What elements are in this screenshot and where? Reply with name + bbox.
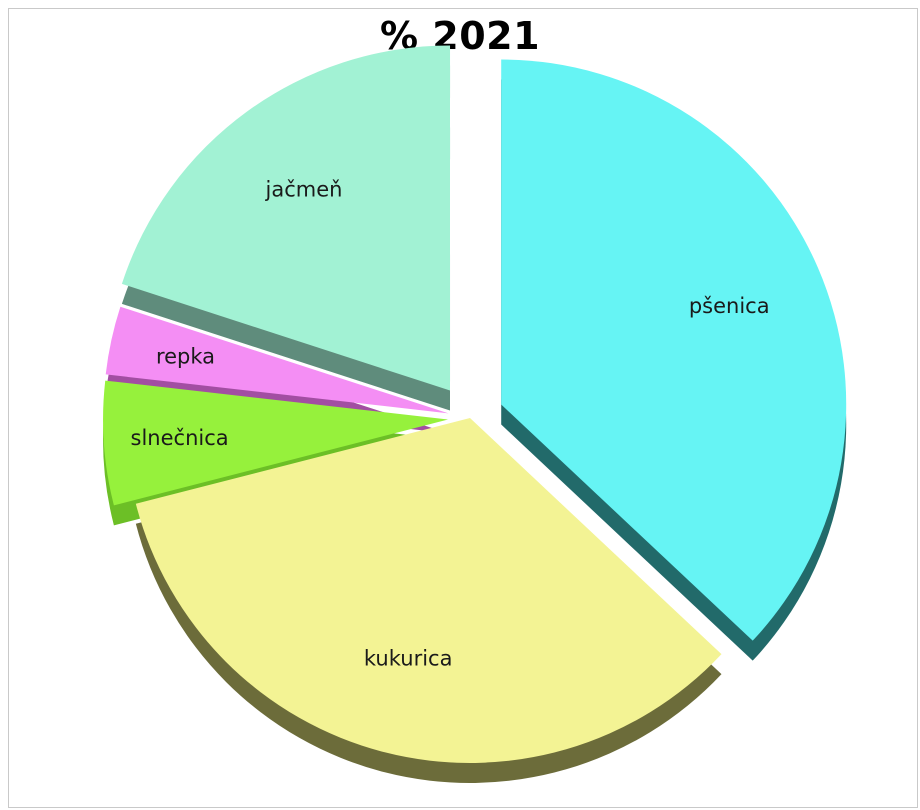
pie-labels-layer: pšenica kukurica slnečnica repka jačmeň (131, 178, 770, 671)
slice-jacmen (121, 45, 451, 391)
slice-kukurica (135, 418, 722, 763)
label-jacmen: jačmeň (265, 178, 343, 202)
label-kukurica: kukurica (364, 647, 453, 671)
label-slnecnica: slnečnica (131, 426, 229, 450)
slice-repka (105, 306, 449, 414)
slice-slnecnica (103, 380, 449, 506)
slice-psenica (501, 59, 847, 641)
label-psenica: pšenica (689, 294, 770, 318)
pie-slices-layer (103, 45, 847, 763)
label-repka: repka (156, 344, 215, 368)
